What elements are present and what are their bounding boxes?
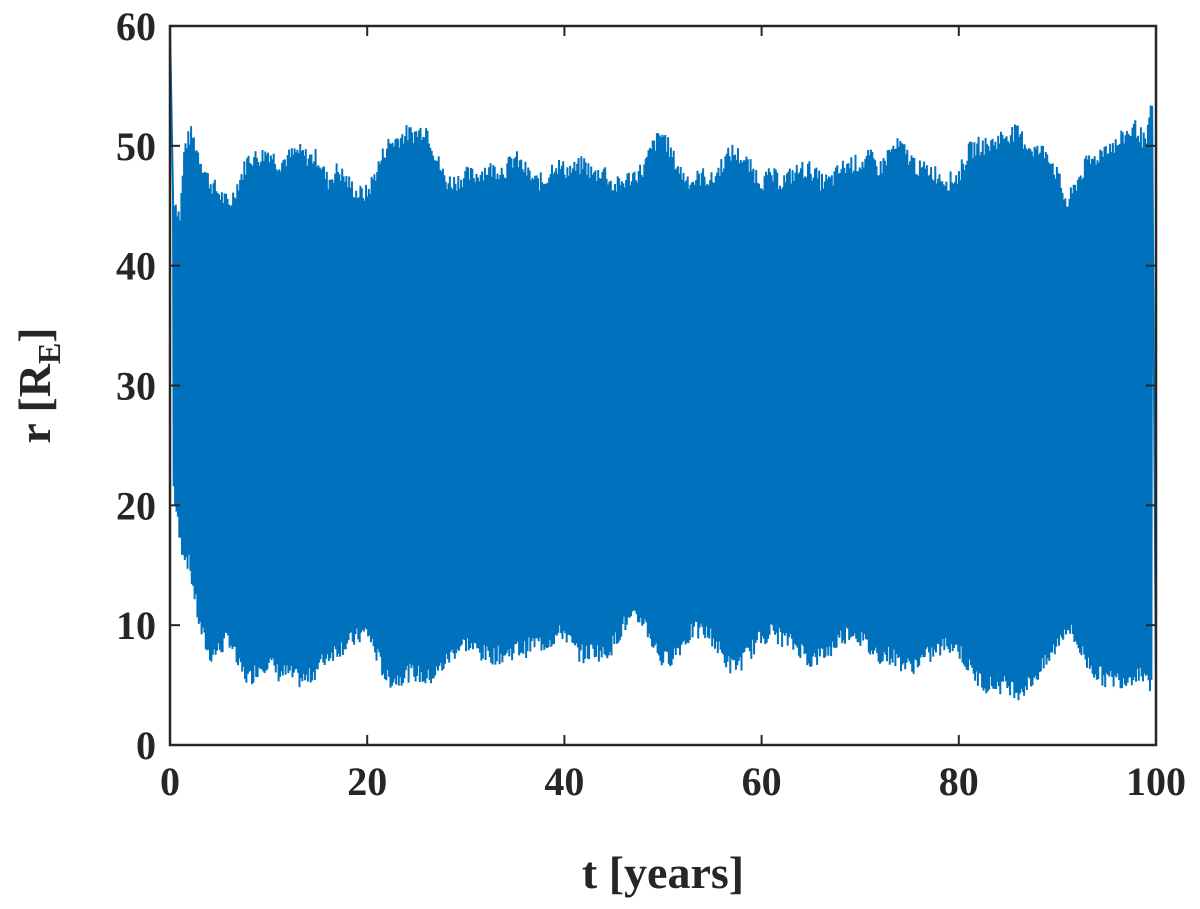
y-axis-label-subscript: E xyxy=(31,343,67,364)
y-tick-label: 10 xyxy=(116,603,156,648)
y-axis-label-main: r [R xyxy=(9,363,60,443)
x-tick-label: 20 xyxy=(347,759,387,804)
y-tick-label: 30 xyxy=(116,364,156,409)
y-axis-label: r [RE] xyxy=(9,327,67,443)
x-tick-label: 0 xyxy=(160,759,180,804)
x-tick-label: 40 xyxy=(544,759,584,804)
series-line xyxy=(169,25,1157,701)
tick-layer: 0 20 40 60 80 100 0 10 20 30 40 50 60 xyxy=(116,4,1186,804)
y-tick-label: 60 xyxy=(116,4,156,49)
x-axis-label: t [years] xyxy=(582,847,744,898)
x-tick-label: 60 xyxy=(742,759,782,804)
y-axis-label-close: ] xyxy=(9,327,60,342)
y-tick-label: 40 xyxy=(116,244,156,289)
series-layer xyxy=(169,25,1157,701)
y-tick-label: 50 xyxy=(116,124,156,169)
x-tick-label: 80 xyxy=(939,759,979,804)
y-tick-label: 0 xyxy=(136,723,156,768)
x-tick-label: 100 xyxy=(1126,759,1186,804)
y-tick-label: 20 xyxy=(116,483,156,528)
